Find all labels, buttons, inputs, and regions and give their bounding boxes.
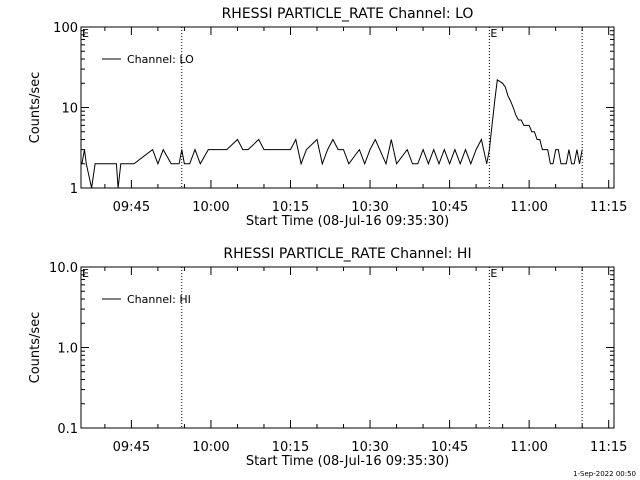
chart-title: RHESSI PARTICLE_RATE Channel: HI (223, 246, 471, 262)
chart-panel-2: RHESSI PARTICLE_RATE Channel: HI 0.1 1.0 10… (28, 246, 627, 469)
x-tick-label: 10:45 (431, 440, 468, 455)
event-marker-label: E (490, 27, 497, 40)
series-line (81, 79, 583, 189)
x-tick-label: 10:00 (192, 440, 229, 455)
y-axis-label: Counts/sec (28, 312, 43, 384)
x-tick-label: 10:15 (272, 200, 309, 215)
x-tick-label: 10:15 (272, 440, 309, 455)
x-tick-label: 10:30 (351, 200, 388, 215)
legend-label: Channel: LO (127, 53, 194, 66)
y-tick-label: 1 (70, 182, 78, 197)
corner-label: E (82, 267, 89, 280)
x-tick-label: 10:30 (351, 440, 388, 455)
y-tick-label: 1.0 (57, 342, 78, 357)
y-tick-label: 100 (53, 21, 78, 36)
y-tick-label: 0.1 (57, 422, 78, 437)
event-marker-label: E (490, 267, 497, 280)
y-tick-label: 10.0 (49, 261, 78, 276)
x-tick-label: 09:45 (113, 200, 150, 215)
corner-label: E (82, 27, 89, 40)
x-tick-label: 10:45 (431, 200, 468, 215)
x-tick-label: 11:15 (590, 440, 627, 455)
x-tick-label: 10:00 (192, 200, 229, 215)
x-axis-label: Start Time (08-Jul-16 09:35:30) (246, 454, 449, 469)
y-axis-label: Counts/sec (28, 72, 43, 144)
legend-label: Channel: HI (127, 293, 191, 306)
x-axis-label: Start Time (08-Jul-16 09:35:30) (246, 214, 449, 229)
x-tick-label: 11:00 (510, 440, 547, 455)
chart-title: RHESSI PARTICLE_RATE Channel: LO (222, 6, 474, 22)
chart-panel-1: RHESSI PARTICLE_RATE Channel: LO 1 10 100 Co… (28, 6, 627, 229)
x-tick-label: 09:45 (113, 440, 150, 455)
x-tick-label: 11:00 (510, 200, 547, 215)
y-tick-label: 10 (61, 102, 78, 117)
x-tick-label: 11:15 (590, 200, 627, 215)
footer-timestamp: 1-Sep-2022 00:50 (573, 470, 636, 478)
